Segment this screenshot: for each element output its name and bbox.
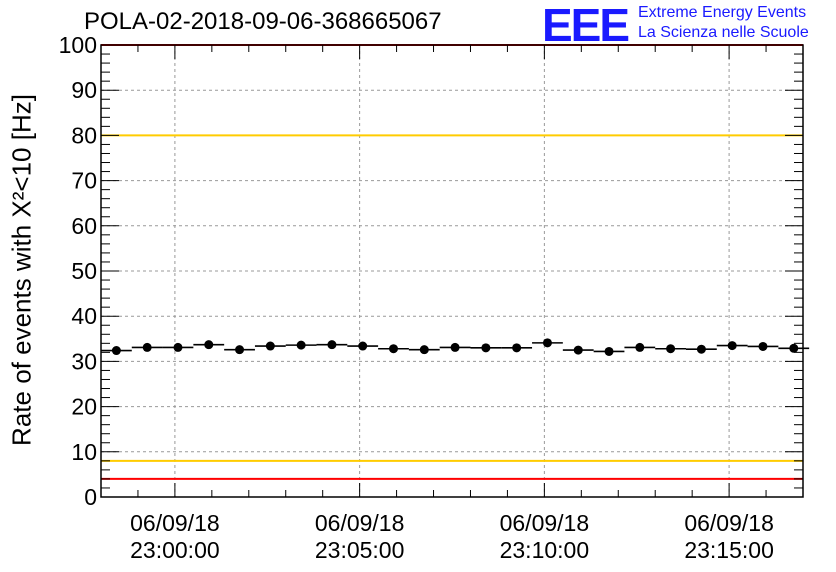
data-point [666,344,676,354]
y-tick-label: 70 [71,168,97,194]
data-point [789,343,799,353]
data-point [204,340,214,350]
x-tick-date-label: 06/09/18 [130,510,220,536]
plot-frame [100,44,804,498]
grid-lines [101,45,803,497]
data-point [296,340,306,350]
reference-lines [101,44,803,480]
y-tick-label: 90 [71,77,97,103]
logo-line-1: Extreme Energy Events [638,4,807,21]
y-tick-label: 30 [71,348,97,374]
data-point [173,342,183,352]
data-point [358,341,368,351]
y-tick-label: 50 [71,258,97,284]
data-point [758,341,768,351]
data-point [235,345,245,355]
eee-logo: EEE [542,0,630,51]
y-tick-label: 20 [71,394,97,420]
y-tick-label: 80 [71,122,97,148]
y-tick-label: 10 [71,439,97,465]
data-point [142,342,152,352]
x-tick-time-label: 23:05:00 [315,537,405,563]
data-point [542,338,552,348]
data-point [604,346,614,356]
tick-labels: 010203040506070809010006/09/1823:00:0006… [59,32,774,563]
y-axis-label: Rate of events with X²<10 [Hz] [7,94,38,446]
data-point [727,341,737,351]
x-tick-time-label: 23:00:00 [130,537,220,563]
x-tick-time-label: 23:10:00 [500,537,590,563]
data-point [265,341,275,351]
x-tick-time-label: 23:15:00 [684,537,774,563]
data-point [481,343,491,353]
x-tick-date-label: 06/09/18 [315,510,405,536]
chart-title: POLA-02-2018-09-06-368665067 [84,8,442,35]
data-point [327,340,337,350]
x-tick-date-label: 06/09/18 [684,510,774,536]
data-point [512,343,522,353]
y-axis-label-text: Rate of events with X²<10 [Hz] [6,94,37,446]
data-point [635,342,645,352]
data-point [573,345,583,355]
logo-line-2: La Scienza nelle Scuole [638,24,809,41]
y-tick-label: 100 [59,32,97,58]
data-point [419,345,429,355]
y-tick-label: 0 [84,484,97,510]
y-tick-label: 40 [71,303,97,329]
data-point [389,344,398,354]
y-tick-label: 60 [71,213,97,239]
data-point [696,344,706,354]
x-tick-date-label: 06/09/18 [500,510,590,536]
data-point [450,342,460,352]
data-series [101,338,810,356]
data-point [111,346,121,356]
logo-caption: Extreme Energy Events La Scienza nelle S… [638,3,809,43]
